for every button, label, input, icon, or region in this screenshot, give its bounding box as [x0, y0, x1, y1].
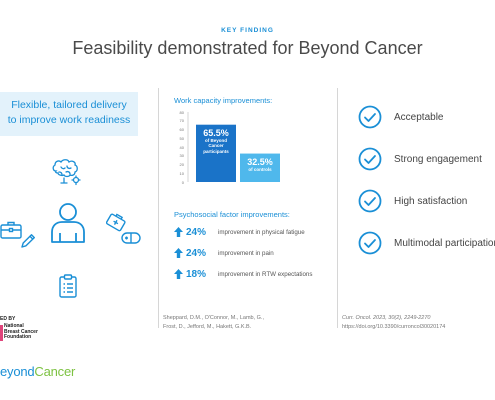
y-tick-label: 20 — [179, 162, 184, 167]
check-circle-icon — [358, 105, 382, 129]
psychosocial-heading: Psychosocial factor improvements: — [174, 210, 290, 219]
briefcase-icon — [0, 220, 22, 240]
psychosocial-item-fatigue: 24% improvement in physical fatigue — [174, 226, 305, 238]
y-tick-label: 10 — [179, 170, 184, 176]
y-tick-label: 40 — [179, 144, 184, 150]
bar-beyond-cancer — [196, 124, 236, 182]
chart-svg — [187, 112, 280, 182]
funder-line-1: National — [4, 323, 24, 329]
reference-authors: Sheppard, D.M., O'Connor, M., Lamb, G., … — [163, 314, 264, 331]
y-tick-label: 0 — [181, 179, 184, 185]
page-title: Feasibility demonstrated for Beyond Canc… — [72, 38, 423, 58]
outcome-label: Strong engagement — [394, 153, 482, 165]
person-icon — [48, 200, 88, 244]
y-tick-label: 30 — [179, 153, 184, 159]
funded-by-label: ED BY — [0, 316, 16, 322]
up-arrow-icon — [174, 269, 183, 279]
beyond-cancer-logo: eyondCancer — [0, 364, 75, 379]
bar-value: 32.5% — [247, 156, 273, 167]
pen-icon — [20, 233, 36, 249]
work-capacity-chart: 80 70 60 50 40 30 20 10 0 65.5% of Beyond Cancer pa… — [172, 108, 292, 186]
check-circle-icon — [358, 147, 382, 171]
delivery-line-2: to improve work readiness — [7, 114, 131, 126]
check-circle-icon — [358, 231, 382, 255]
check-circle-icon — [358, 189, 382, 213]
citation: Curr. Oncol. 2023, 30(2), 2249-2270 http… — [342, 314, 445, 331]
psychosocial-pct: 24% — [186, 247, 207, 259]
delivery-callout: Flexible, tailored delivery to improve w… — [0, 92, 138, 136]
up-arrow-icon — [174, 227, 183, 237]
psychosocial-item-pain: 24% improvement in pain — [174, 247, 274, 259]
bar-value: 65.5% — [203, 127, 229, 138]
brand-text-beyond: eyond — [0, 364, 35, 379]
outcome-engagement: Strong engagement — [358, 147, 482, 171]
brain-icon — [50, 158, 82, 188]
reference-line-1: Sheppard, D.M., O'Connor, M., Lamb, G., — [163, 315, 265, 321]
up-arrow-icon — [174, 248, 183, 258]
key-finding-label: KEY FINDING — [221, 27, 274, 34]
citation-doi: https://doi.org/10.3390/curroncol3002017… — [342, 323, 446, 330]
delivery-line-1: Flexible, tailored delivery — [11, 99, 127, 111]
work-capacity-heading: Work capacity improvements: — [174, 96, 273, 105]
bar-data-label: 32.5% of controls — [240, 157, 280, 173]
outcome-label: Multimodal participation — [394, 237, 495, 249]
pill-icon — [120, 230, 142, 246]
outcome-label: High satisfaction — [394, 195, 468, 207]
divider-right — [337, 88, 338, 328]
bar-data-label: 65.5% of Beyond Cancer participants — [196, 128, 236, 155]
bar-caption: of controls — [248, 166, 272, 172]
y-tick-label: 70 — [179, 118, 184, 124]
reference-line-2: Frost, D., Jefford, M., Hakett, G.K.B. — [163, 323, 252, 330]
medical-bag-icon — [106, 212, 126, 232]
citation-journal: Curr. Oncol. 2023, 30(2), 2249-2270 — [342, 315, 431, 321]
funder-line-3: Foundation — [4, 334, 32, 340]
bar-controls — [240, 153, 280, 182]
psychosocial-item-rtw: 18% improvement in RTW expectations — [174, 268, 312, 280]
outcome-acceptable: Acceptable — [358, 105, 443, 129]
psychosocial-desc: improvement in pain — [218, 249, 274, 257]
funder-logo: National Breast Cancer Foundation — [4, 323, 38, 341]
clipboard-icon — [58, 274, 78, 298]
outcome-satisfaction: High satisfaction — [358, 189, 467, 213]
outcome-multimodal: Multimodal participation — [358, 231, 495, 255]
y-tick-label: 60 — [179, 127, 184, 132]
y-tick-label: 50 — [179, 135, 184, 141]
bar-caption: of Beyond — [205, 137, 227, 143]
divider-left — [158, 88, 159, 328]
psychosocial-pct: 24% — [186, 226, 207, 238]
bar-caption: participants — [203, 148, 229, 154]
outcome-label: Acceptable — [394, 111, 444, 123]
psychosocial-desc: improvement in RTW expectations — [218, 270, 313, 278]
bar-caption: Cancer — [208, 143, 224, 149]
y-tick-label: 80 — [179, 109, 184, 115]
funder-line-2: Breast Cancer — [4, 328, 38, 335]
psychosocial-pct: 18% — [186, 268, 207, 280]
funder-logo-mark — [0, 325, 3, 341]
brand-text-cancer: Cancer — [34, 364, 76, 379]
psychosocial-desc: improvement in physical fatigue — [218, 228, 305, 236]
